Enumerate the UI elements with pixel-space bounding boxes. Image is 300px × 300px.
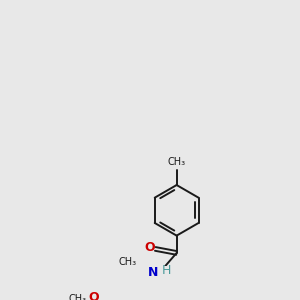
Text: O: O <box>144 241 155 254</box>
Text: CH₃: CH₃ <box>118 257 136 267</box>
Text: CH₃: CH₃ <box>168 157 186 167</box>
Text: N: N <box>148 266 159 279</box>
Text: O: O <box>88 291 99 300</box>
Text: H: H <box>161 264 171 277</box>
Text: CH₃: CH₃ <box>68 294 87 300</box>
